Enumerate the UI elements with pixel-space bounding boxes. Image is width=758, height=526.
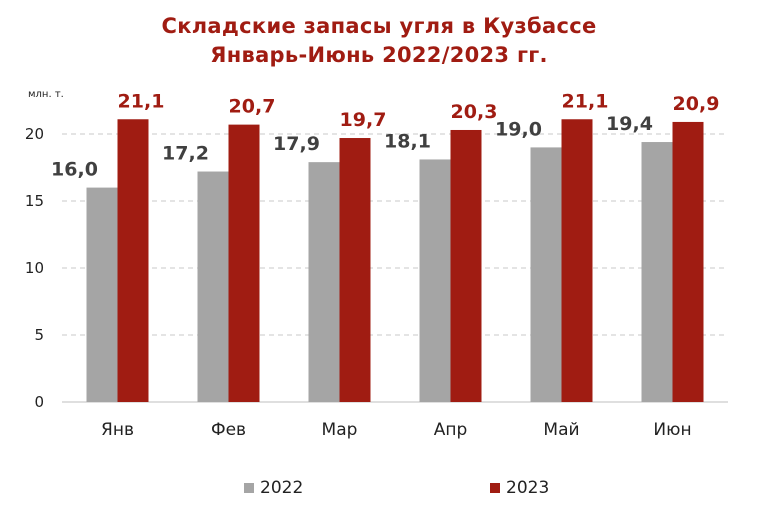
data-label-2023: 20,7 xyxy=(229,96,276,118)
y-tick-label: 0 xyxy=(34,393,44,411)
data-label-2022: 19,4 xyxy=(606,113,653,135)
y-tick-label: 5 xyxy=(34,326,44,344)
chart-title: Складские запасы угля в Кузбассе xyxy=(161,14,597,38)
data-label-2023: 20,3 xyxy=(451,101,498,123)
x-tick-label: Фев xyxy=(211,420,246,440)
data-label-2023: 21,1 xyxy=(118,90,165,112)
y-tick-label: 20 xyxy=(25,125,44,143)
x-tick-label: Апр xyxy=(434,420,468,440)
legend-swatch-2022 xyxy=(244,483,254,493)
data-label-2023: 19,7 xyxy=(340,109,387,131)
data-label-2022: 19,0 xyxy=(495,118,542,140)
legend-swatch-2023 xyxy=(490,483,500,493)
legend-label-2023: 2023 xyxy=(506,478,550,498)
x-tick-label: Май xyxy=(543,420,579,440)
legend-item-2022: 2022 xyxy=(244,478,303,498)
bar-chart: млн. т. 0 5 10 15 20 16,0 21,1 Янв 17,2 20,7 Фев 17… xyxy=(25,89,728,440)
y-tick-label: 15 xyxy=(25,192,44,210)
bar-2022-1 xyxy=(86,187,118,402)
legend: 2022 2023 xyxy=(0,478,758,502)
y-tick-label: 10 xyxy=(25,259,44,277)
bar-2023-4 xyxy=(450,129,482,403)
bar-2022-3 xyxy=(308,162,340,402)
data-label-2022: 16,0 xyxy=(51,159,98,181)
data-label-2022: 17,9 xyxy=(273,133,320,155)
data-label-2022: 18,1 xyxy=(384,130,431,152)
bar-2023-5 xyxy=(561,119,593,402)
x-tick-label: Июн xyxy=(653,420,691,440)
bar-2023-2 xyxy=(228,124,260,403)
x-tick-label: Янв xyxy=(101,420,134,440)
bar-2023-3 xyxy=(339,138,371,402)
bar-2022-2 xyxy=(197,171,229,402)
data-label-2023: 21,1 xyxy=(562,90,609,112)
x-tick-label: Мар xyxy=(322,420,358,440)
chart-subtitle: Январь-Июнь 2022/2023 гг. xyxy=(210,43,548,67)
data-label-2023: 20,9 xyxy=(673,93,720,115)
unit-label: млн. т. xyxy=(28,89,64,100)
legend-label-2022: 2022 xyxy=(260,478,304,498)
bar-2022-4 xyxy=(419,159,451,402)
bar-2022-6 xyxy=(641,142,673,403)
bar-2023-6 xyxy=(672,121,704,402)
legend-item-2023: 2023 xyxy=(490,478,549,498)
bar-2022-5 xyxy=(530,147,562,402)
bar-2023-1 xyxy=(117,119,149,402)
data-label-2022: 17,2 xyxy=(162,143,209,165)
